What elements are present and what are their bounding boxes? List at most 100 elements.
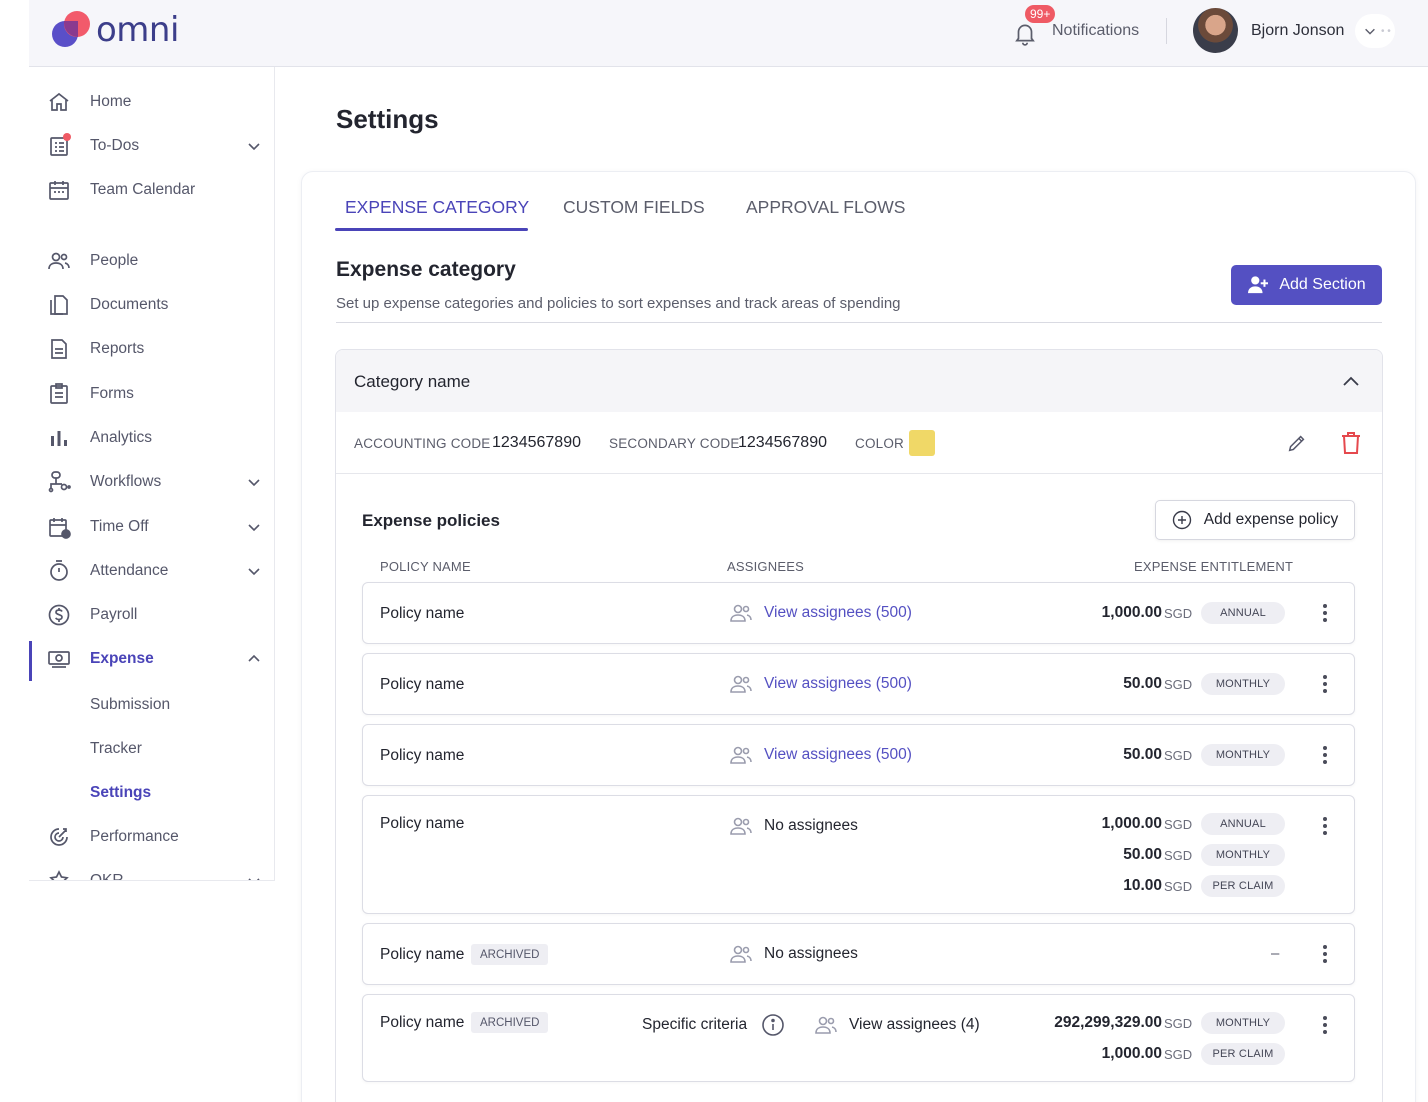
sidebar-item-documents[interactable]: Documents	[29, 283, 274, 327]
archived-badge: ARCHIVED	[471, 944, 549, 965]
todos-alert-dot	[63, 133, 71, 141]
assignees-cell[interactable]: View assignees (500)	[729, 745, 912, 765]
entitlement-currency: SGD	[1164, 606, 1193, 621]
user-menu-button[interactable]: • •	[1355, 14, 1395, 48]
more-vertical-icon[interactable]	[1316, 815, 1334, 837]
sidebar-subitem-tracker[interactable]: Tracker	[90, 740, 142, 757]
sidebar-item-okr[interactable]: OKR	[29, 859, 274, 880]
col-header-assignees: ASSIGNEES	[727, 559, 804, 574]
more-vertical-icon[interactable]	[1316, 943, 1334, 965]
more-vertical-icon[interactable]	[1316, 744, 1334, 766]
assignees-cell[interactable]: View assignees (500)	[729, 674, 912, 694]
entitlement-period-badge: MONTHLY	[1201, 844, 1285, 866]
entitlement-amount: 1,000.00	[1101, 815, 1162, 832]
okr-icon	[49, 870, 69, 880]
assignees-cell: No assignees	[729, 816, 858, 836]
view-assignees-link[interactable]: View assignees (4)	[849, 1016, 980, 1033]
sidebar-item-home[interactable]: Home	[29, 80, 274, 124]
notifications-button[interactable]: Notifications	[1012, 14, 1139, 48]
calendar-icon	[49, 181, 69, 200]
more-vertical-icon[interactable]	[1316, 602, 1334, 624]
col-header-policy-name: POLICY NAME	[380, 559, 471, 574]
chevron-up-icon	[248, 654, 260, 662]
entitlement-line: 10.00 SGD PER CLAIM	[1013, 875, 1288, 897]
policy-row[interactable]: Policy name View assignees (500) 50.00 S…	[362, 653, 1355, 715]
documents-icon	[50, 295, 68, 315]
sidebar-item-reports[interactable]: Reports	[29, 327, 274, 371]
tab-custom-fields[interactable]: CUSTOM FIELDS	[563, 197, 705, 217]
entitlement-currency: SGD	[1164, 677, 1193, 692]
people-icon	[730, 675, 752, 693]
sidebar: Home To-Dos Team Calendar People Documen…	[29, 67, 275, 881]
sidebar-item-expense[interactable]: Expense	[29, 637, 274, 681]
people-icon	[730, 604, 752, 622]
dollar-icon	[48, 604, 70, 626]
category-name: Category name	[354, 372, 471, 391]
time-off-icon	[49, 518, 71, 539]
sidebar-item-team-calendar[interactable]: Team Calendar	[29, 168, 274, 212]
add-section-button[interactable]: Add Section	[1231, 265, 1382, 305]
section-divider	[336, 322, 1382, 323]
sidebar-item-people[interactable]: People	[29, 239, 274, 283]
policy-row[interactable]: Policy name View assignees (500) 1,000.0…	[362, 582, 1355, 644]
people-icon	[730, 945, 752, 963]
entitlement-period-badge: PER CLAIM	[1201, 1043, 1285, 1065]
sidebar-item-todos[interactable]: To-Dos	[29, 124, 274, 168]
sidebar-item-workflows[interactable]: Workflows	[29, 460, 274, 504]
plus-circle-icon	[1172, 510, 1191, 530]
omni-logo[interactable]: omni	[52, 10, 179, 50]
chevron-down-icon	[248, 479, 260, 487]
sidebar-item-forms[interactable]: Forms	[29, 372, 274, 416]
no-entitlement-dash: –	[1271, 945, 1280, 962]
view-assignees-link[interactable]: View assignees (500)	[764, 746, 912, 763]
sidebar-subitem-submission[interactable]: Submission	[90, 696, 171, 713]
tab-approval-flows[interactable]: APPROVAL FLOWS	[746, 197, 906, 217]
page-title: Settings	[336, 104, 439, 134]
info-icon[interactable]	[761, 1013, 785, 1037]
sidebar-item-attendance[interactable]: Attendance	[29, 549, 274, 593]
col-header-expense-entitlement: EXPENSE ENTITLEMENT	[1134, 559, 1294, 574]
add-expense-policy-button[interactable]: Add expense policy	[1155, 500, 1355, 540]
assignees-cell: No assignees	[729, 944, 858, 964]
pencil-icon[interactable]	[1286, 432, 1308, 454]
entitlement-amount: 10.00	[1123, 877, 1162, 894]
entitlement-period-badge: ANNUAL	[1201, 813, 1285, 835]
entitlement-period-badge: MONTHLY	[1201, 1012, 1285, 1034]
avatar[interactable]	[1193, 8, 1238, 53]
user-name[interactable]: Bjorn Jonson	[1251, 22, 1345, 39]
policy-row[interactable]: Policy name View assignees (500) 50.00 S…	[362, 724, 1355, 786]
policy-row[interactable]: Policy name No assignees 1,000.00 SGD AN…	[362, 795, 1355, 914]
assignees-cell[interactable]: View assignees (500)	[729, 603, 912, 623]
entitlement-currency: SGD	[1164, 817, 1193, 832]
sidebar-item-analytics[interactable]: Analytics	[29, 416, 274, 460]
tab-expense-category[interactable]: EXPENSE CATEGORY	[345, 197, 530, 217]
more-vertical-icon[interactable]	[1316, 673, 1334, 695]
entitlement-currency: SGD	[1164, 1016, 1193, 1031]
entitlement-period-badge: MONTHLY	[1201, 673, 1285, 695]
assignees-cell[interactable]: View assignees (4)	[814, 1015, 980, 1035]
view-assignees-link[interactable]: View assignees (500)	[764, 675, 912, 692]
entitlement-period-badge: MONTHLY	[1201, 744, 1285, 766]
chevron-down-icon	[1365, 28, 1375, 35]
sidebar-item-performance[interactable]: Performance	[29, 815, 274, 859]
sidebar-item-payroll[interactable]: Payroll	[29, 593, 274, 637]
active-tab-indicator	[335, 228, 528, 231]
entitlement-currency: SGD	[1164, 1047, 1193, 1062]
sidebar-subitem-settings[interactable]: Settings	[90, 784, 152, 801]
section-description: Set up expense categories and policies t…	[336, 295, 901, 312]
entitlement-line: 1,000.00 SGD ANNUAL	[1013, 602, 1288, 624]
more-vertical-icon[interactable]	[1316, 1014, 1334, 1036]
entitlement-line: 292,299,329.00 SGD MONTHLY	[1013, 1012, 1288, 1034]
add-user-icon	[1248, 276, 1269, 294]
view-assignees-link[interactable]: View assignees (500)	[764, 604, 912, 621]
policy-row[interactable]: Policy name ARCHIVED Specific criteria V…	[362, 994, 1355, 1082]
entitlement-currency: SGD	[1164, 748, 1193, 763]
sidebar-item-time-off[interactable]: Time Off	[29, 505, 274, 549]
todos-icon	[50, 137, 68, 156]
policy-row[interactable]: Policy name ARCHIVED No assignees –	[362, 923, 1355, 985]
entitlement-currency: SGD	[1164, 879, 1193, 894]
category-header[interactable]: Category name	[336, 350, 1382, 412]
notifications-badge: 99+	[1025, 5, 1056, 23]
chevron-up-icon[interactable]	[1341, 372, 1361, 392]
trash-icon[interactable]	[1340, 431, 1362, 455]
